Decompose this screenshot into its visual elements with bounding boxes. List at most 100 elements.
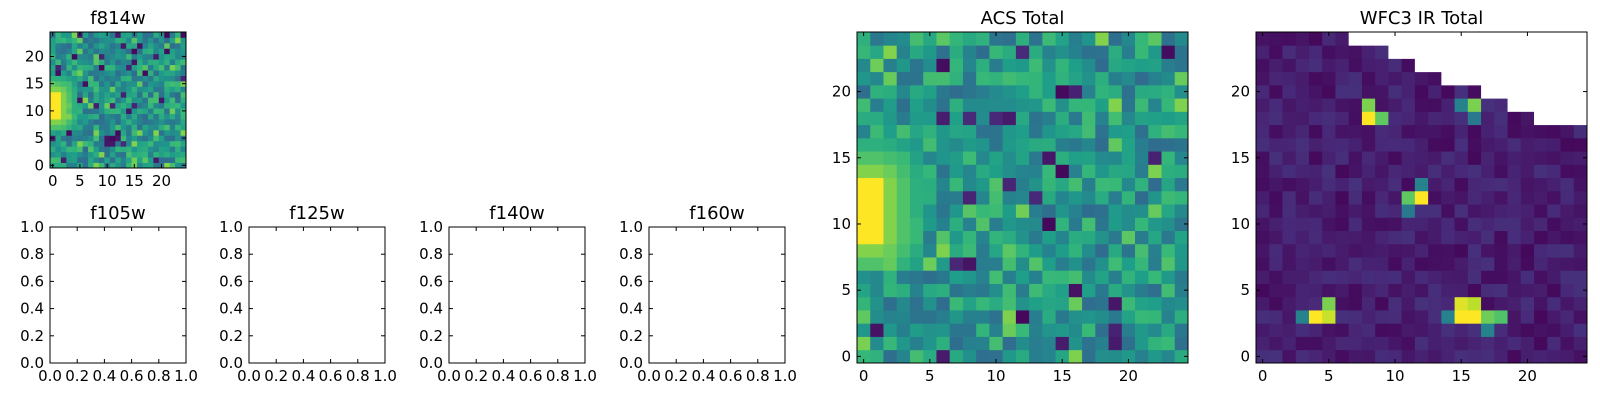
heatmap-cell-19-23 [153,37,160,44]
heatmap-cell-7-7 [88,124,94,131]
heatmap-cell-19-20 [1108,84,1123,99]
heatmap-cell-23-18 [175,64,181,71]
heatmap-cell-21-11 [164,102,171,109]
heatmap-cell-16-24 [137,32,143,38]
heatmap-cell-18-15 [1095,151,1109,165]
heatmap-cell-15-1 [131,157,138,163]
heatmap-cell-15-1 [1454,336,1469,351]
heatmap-cell-3-5 [1295,283,1310,298]
heatmap-cell-12-8 [1015,243,1030,258]
heatmap-cell-10-10 [989,217,1004,231]
heatmap-cell-15-23 [1454,45,1469,59]
heatmap-cell-9-17 [1375,124,1389,139]
heatmap-cell-3-11 [66,102,73,109]
heatmap-cell-3-10 [896,217,911,231]
heatmap-cell-24-13 [1174,177,1189,192]
heatmap-cell-1-19 [55,59,62,66]
heatmap-cell-11-7 [109,124,116,131]
heatmap-cell-14-5 [1441,283,1455,298]
heatmap-cell-7-3 [1348,310,1363,324]
heatmap-cell-3-9 [1295,230,1310,245]
heatmap-cell-10-13 [104,91,111,98]
heatmap-cell-2-17 [883,124,898,139]
y-tick-label: 15 [832,149,851,167]
heatmap-cell-23-8 [175,119,181,125]
heatmap-cell-7-22 [88,42,94,49]
heatmap-cell-24-18 [180,64,187,71]
heatmap-cell-2-24 [1282,32,1297,46]
heatmap-cell-0-2 [857,323,871,337]
heatmap-cell-0-20 [1256,84,1270,99]
heatmap-cell-9-9 [98,113,105,120]
y-tick-label: 0.4 [219,300,243,318]
heatmap-cell-19-15 [1507,151,1522,165]
heatmap-cell-9-3 [1375,310,1389,324]
heatmap-cell-24-21 [1573,71,1588,86]
heatmap-cell-2-16 [883,137,898,152]
heatmap-cell-24-14 [1174,164,1189,179]
heatmap-cell-0-22 [857,58,871,73]
heatmap-cell-7-14 [1348,164,1363,179]
heatmap-cell-22-24 [1148,32,1162,46]
heatmap-cell-7-16 [88,75,94,82]
heatmap-cell-6-7 [82,124,89,131]
heatmap-cell-14-16 [1042,137,1056,152]
heatmap-cell-5-17 [77,70,84,76]
heatmap-cell-21-3 [1534,310,1548,324]
heatmap-cell-15-2 [1055,323,1070,337]
heatmap-cell-18-3 [1095,310,1109,324]
heatmap-cell-3-23 [896,45,911,59]
heatmap-cell-15-15 [1055,151,1070,165]
heatmap-cell-6-17 [1335,124,1350,139]
heatmap-cell-17-8 [1082,243,1096,258]
heatmap-cell-21-4 [164,140,171,147]
heatmap-cell-2-16 [60,75,67,82]
heatmap-cell-10-19 [989,98,1004,112]
heatmap-cell-7-22 [949,58,964,73]
heatmap-cell-24-24 [1174,32,1189,46]
heatmap-cell-5-22 [923,58,937,73]
heatmap-cell-21-19 [164,59,171,66]
heatmap-cell-11-15 [1002,151,1017,165]
heatmap-cell-7-15 [88,80,94,87]
x-tick-label: 0.2 [65,367,89,385]
heatmap-cell-13-24 [1428,32,1442,46]
heatmap-cell-10-17 [104,70,111,76]
heatmap-cell-18-10 [1095,217,1109,231]
heatmap-cell-12-11 [115,102,122,109]
heatmap-cell-1-24 [1269,32,1283,46]
heatmap-cell-22-8 [169,119,176,125]
heatmap-cell-0-24 [857,32,871,46]
heatmap-cell-9-21 [98,48,105,55]
heatmap-cells [1256,32,1588,364]
heatmap-cell-17-10 [1481,217,1495,231]
heatmap-cell-15-12 [131,97,138,104]
heatmap-cell-24-23 [1573,45,1588,59]
heatmap-cells [50,32,187,169]
heatmap-cell-2-22 [883,58,898,73]
heatmap-cell-14-10 [126,108,132,114]
heatmap-cell-13-3 [1428,310,1442,324]
heatmap-cell-15-6 [1055,270,1070,284]
heatmap-cell-0-16 [1256,137,1270,152]
heatmap-cell-4-11 [909,204,924,218]
heatmap-cell-3-14 [66,86,73,93]
heatmap-cell-10-6 [1388,270,1403,284]
heatmap-cell-10-17 [1388,124,1403,139]
heatmap-cell-4-0 [909,349,924,364]
heatmap-cell-21-3 [164,146,171,153]
heatmap-cell-1-5 [870,283,884,298]
y-tick-label: 0.2 [419,327,443,345]
heatmap-cell-11-17 [1002,124,1017,139]
heatmap-cell-7-23 [1348,45,1363,59]
heatmap-cell-20-3 [158,146,165,153]
heatmap-cell-8-14 [962,164,977,179]
heatmap-cell-10-15 [1388,151,1403,165]
heatmap-cell-3-0 [66,162,73,169]
heatmap-cell-18-19 [1095,98,1109,112]
heatmap-cell-1-11 [1269,204,1283,218]
heatmap-cell-23-16 [1560,137,1575,152]
heatmap-cell-3-23 [66,37,73,44]
heatmap-cell-23-9 [175,113,181,120]
heatmap-cell-4-18 [1308,111,1323,126]
